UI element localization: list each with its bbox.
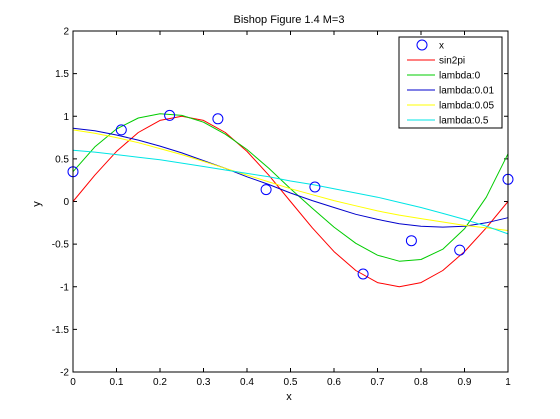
x-tick-label: 0.7 (371, 377, 385, 388)
series-line-sin2pi (72, 115, 509, 288)
x-axis-label: x (286, 391, 292, 403)
x-tick-label: 0.1 (110, 377, 124, 388)
data-point (309, 181, 321, 193)
data-point (405, 235, 417, 247)
y-tick-label: 1 (63, 112, 69, 123)
legend-label: sin2pi (439, 56, 465, 67)
legend-box (398, 36, 503, 129)
data-point (115, 124, 127, 136)
legend-label: lambda:0 (439, 71, 481, 82)
legend-marker-points (416, 39, 428, 51)
y-tick-label: 0 (63, 197, 69, 208)
data-point (454, 244, 466, 256)
x-tick-label: 0.9 (458, 377, 472, 388)
legend-label: lambda:0.5 (439, 116, 489, 127)
y-tick-label: 2 (63, 27, 69, 38)
y-tick-label: 1.5 (55, 69, 69, 80)
y-tick-label: -0.5 (52, 240, 70, 251)
x-tick-label: 0.6 (327, 377, 341, 388)
data-point (357, 268, 369, 280)
series-line-lambda-0-5 (72, 149, 509, 235)
series-line-lambda-0-01 (72, 127, 509, 228)
y-tick-label: -1.5 (52, 325, 70, 336)
legend-label-points: x (439, 41, 444, 52)
y-axis-label: y (31, 201, 43, 207)
x-tick-label: 0.5 (284, 377, 298, 388)
data-point (164, 109, 176, 121)
plot-frame (72, 30, 509, 373)
data-points (67, 109, 514, 280)
x-tick-label: 1 (505, 377, 511, 388)
series-lines (72, 113, 509, 288)
x-tick-label: 0.4 (240, 377, 254, 388)
y-tick-label: -1 (60, 282, 69, 293)
x-tick-label: 0 (70, 377, 76, 388)
x-tick-label: 0.8 (414, 377, 428, 388)
y-tick-label: -2 (60, 368, 69, 379)
data-point (212, 113, 224, 125)
data-point (260, 184, 272, 196)
axis-tick-labels: 0 0.1 0.2 0.3 0.4 0.5 0.6 0.7 0.8 0.9 1 -2 -1.5 -1 -0.… (52, 27, 511, 389)
y-tick-label: 0.5 (55, 154, 69, 165)
legend-label: lambda:0.01 (439, 86, 494, 97)
legend-label: lambda:0.05 (439, 101, 494, 112)
chart-title: Bishop Figure 1.4 M=3 (234, 14, 345, 26)
x-tick-label: 0.3 (197, 377, 211, 388)
legend: x sin2pi lambda:0 lambda:0.01 lambda:0.05 lam… (398, 36, 503, 129)
x-tick-label: 0.2 (153, 377, 167, 388)
series-line-lambda-0-05 (72, 129, 509, 231)
